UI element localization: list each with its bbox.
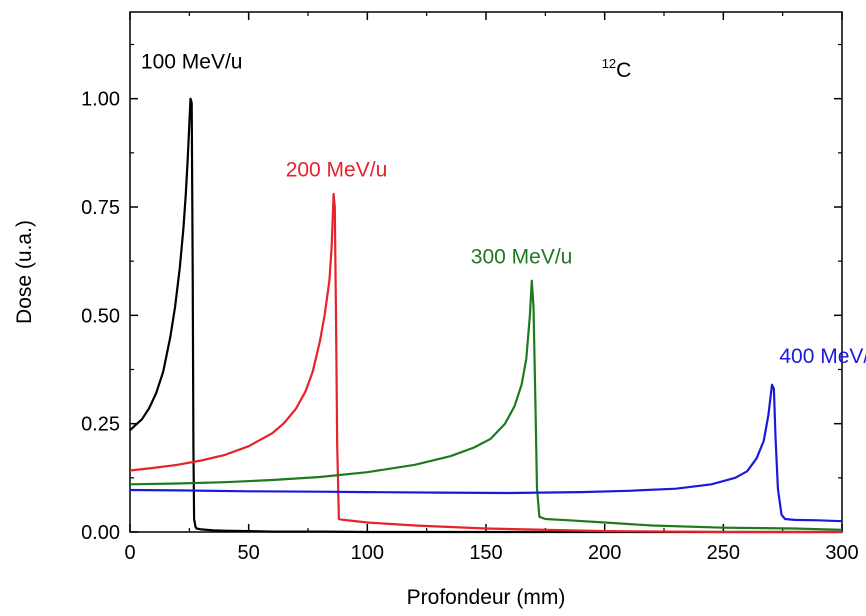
series-line: [129, 192, 842, 534]
x-axis-title: Profondeur (mm): [407, 586, 566, 609]
x-tick-label: 250: [707, 542, 740, 564]
isotope-symbol: C: [616, 59, 631, 82]
series-lines: [129, 97, 843, 534]
series-line: [129, 383, 843, 523]
x-tick-label: 200: [588, 542, 621, 564]
y-tick-label: 0.00: [81, 522, 120, 544]
series-labels: 100 MeV/u 200 MeV/u 300 MeV/u 400 MeV/u: [141, 50, 866, 368]
x-tick-label: 100: [351, 542, 384, 564]
y-tick-label: 0.50: [81, 305, 120, 327]
plot-frame: [129, 11, 843, 533]
series-line: [129, 97, 842, 534]
isotope-annotation: 12C: [602, 56, 632, 82]
y-tick-label: 0.75: [81, 197, 120, 219]
series-label: 200 MeV/u: [286, 159, 388, 182]
x-tick-label: 0: [124, 542, 135, 564]
series-label: 400 MeV/u: [779, 345, 866, 368]
x-tick-label: 150: [469, 542, 502, 564]
y-tick-label: 1.00: [81, 89, 120, 111]
y-tick-label: 0.25: [81, 414, 120, 436]
y-axis-ticks: 0.00 0.25 0.50 0.75 1.00: [81, 43, 842, 544]
x-tick-label: 300: [825, 542, 858, 564]
series-line: [129, 279, 843, 531]
series-label: 300 MeV/u: [471, 245, 573, 268]
y-axis-title: Dose (u.a.): [13, 220, 36, 324]
x-axis-ticks: 0 50 100 150 200 250 300: [124, 12, 859, 564]
series-label: 100 MeV/u: [141, 50, 243, 73]
isotope-mass-number: 12: [602, 56, 616, 71]
x-tick-label: 50: [238, 542, 260, 564]
